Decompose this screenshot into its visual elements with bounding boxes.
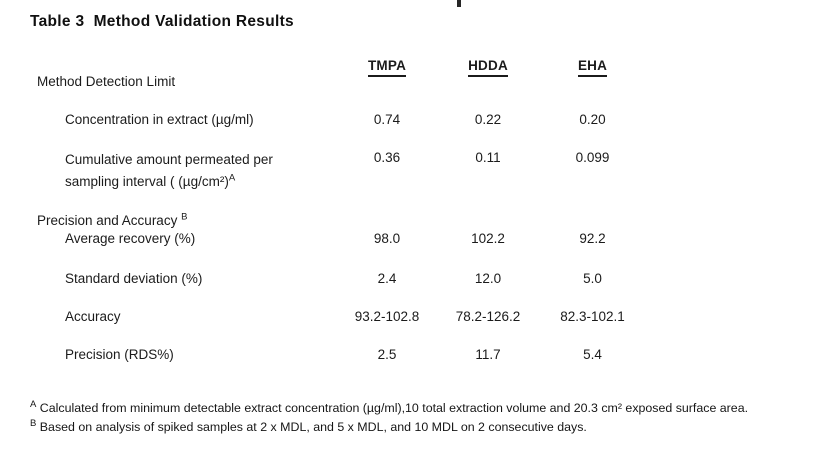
row-label-std-dev: Standard deviation (%) — [65, 271, 203, 286]
value-precision-hdda: 11.7 — [475, 347, 501, 362]
section-row-precision-accuracy: Precision and Accuracy B — [0, 212, 690, 229]
value-concentration-tmpa: 0.74 — [373, 112, 401, 127]
value-accuracy-tmpa: 93.2-102.8 — [354, 309, 420, 324]
section-row-mdl: Method Detection Limit — [0, 73, 690, 90]
column-header-eha: EHA — [577, 57, 608, 77]
value-std-dev-tmpa: 2.4 — [377, 271, 397, 286]
value-cumulative-eha: 0.099 — [575, 150, 610, 165]
value-std-dev-eha: 5.0 — [583, 271, 602, 286]
column-header-cell-hdda: HDDA — [437, 57, 539, 77]
value-accuracy-eha: 82.3-102.1 — [560, 309, 625, 324]
column-header-cell-eha: EHA — [539, 57, 646, 77]
footnote-a-marker: A — [30, 398, 37, 410]
footnote-a: A Calculated from minimum detectable ext… — [30, 400, 830, 417]
value-cumulative-tmpa: 0.36 — [373, 150, 401, 165]
section-label-mdl: Method Detection Limit — [37, 74, 176, 89]
value-avg-recovery-eha: 92.2 — [579, 231, 606, 246]
table-title: Table 3 Method Validation Results — [30, 13, 294, 30]
row-label-concentration: Concentration in extract (µg/ml) — [65, 112, 254, 127]
table-row-accuracy: Accuracy 93.2-102.8 78.2-126.2 82.3-102.… — [0, 308, 690, 325]
value-avg-recovery-hdda: 102.2 — [471, 231, 505, 246]
table-row-std-dev: Standard deviation (%) 2.4 12.0 5.0 — [0, 270, 690, 287]
footnote-marker-b-ref: B — [181, 211, 188, 223]
footnote-b-text: Based on analysis of spiked samples at 2… — [39, 420, 587, 434]
row-label-cumulative: Cumulative amount permeated per sampling… — [0, 149, 337, 193]
row-label-precision: Precision (RDS%) — [65, 347, 174, 362]
column-header-row: TMPA HDDA EHA — [0, 57, 690, 77]
cropped-text-artifact — [457, 0, 461, 7]
table-row-precision: Precision (RDS%) 2.5 11.7 5.4 — [0, 346, 690, 363]
row-label-cumulative-line2-text: sampling interval ( (µg/cm²) — [65, 174, 229, 189]
column-header-hdda: HDDA — [468, 57, 508, 77]
section-label-precision-accuracy: Precision and Accuracy B — [0, 212, 337, 229]
footnote-a-text: Calculated from minimum detectable extra… — [39, 401, 749, 415]
section-label-precision-accuracy-text: Precision and Accuracy — [37, 213, 178, 228]
column-header-tmpa: TMPA — [367, 57, 407, 77]
footnote-b-marker: B — [30, 417, 37, 429]
column-header-cell-tmpa: TMPA — [337, 57, 437, 77]
value-cumulative-hdda: 0.11 — [475, 150, 501, 165]
row-label-cumulative-line1: Cumulative amount permeated per — [65, 152, 273, 167]
value-accuracy-hdda: 78.2-126.2 — [455, 309, 521, 324]
footnote-b: B Based on analysis of spiked samples at… — [30, 419, 830, 436]
value-std-dev-hdda: 12.0 — [474, 271, 502, 286]
value-concentration-hdda: 0.22 — [474, 112, 502, 127]
footnote-marker-a-ref: A — [228, 172, 236, 184]
row-label-avg-recovery: Average recovery (%) — [65, 231, 196, 246]
row-label-accuracy: Accuracy — [65, 309, 121, 324]
value-avg-recovery-tmpa: 98.0 — [373, 231, 401, 246]
table-row-cumulative: Cumulative amount permeated per sampling… — [0, 149, 690, 193]
value-precision-eha: 5.4 — [583, 347, 602, 362]
table-row-avg-recovery: Average recovery (%) 98.0 102.2 92.2 — [0, 230, 690, 247]
value-precision-tmpa: 2.5 — [377, 347, 397, 362]
value-concentration-eha: 0.20 — [579, 112, 606, 127]
table-row-concentration: Concentration in extract (µg/ml) 0.74 0.… — [0, 111, 690, 128]
row-label-cumulative-line2: sampling interval ( (µg/cm²)A — [65, 171, 337, 193]
